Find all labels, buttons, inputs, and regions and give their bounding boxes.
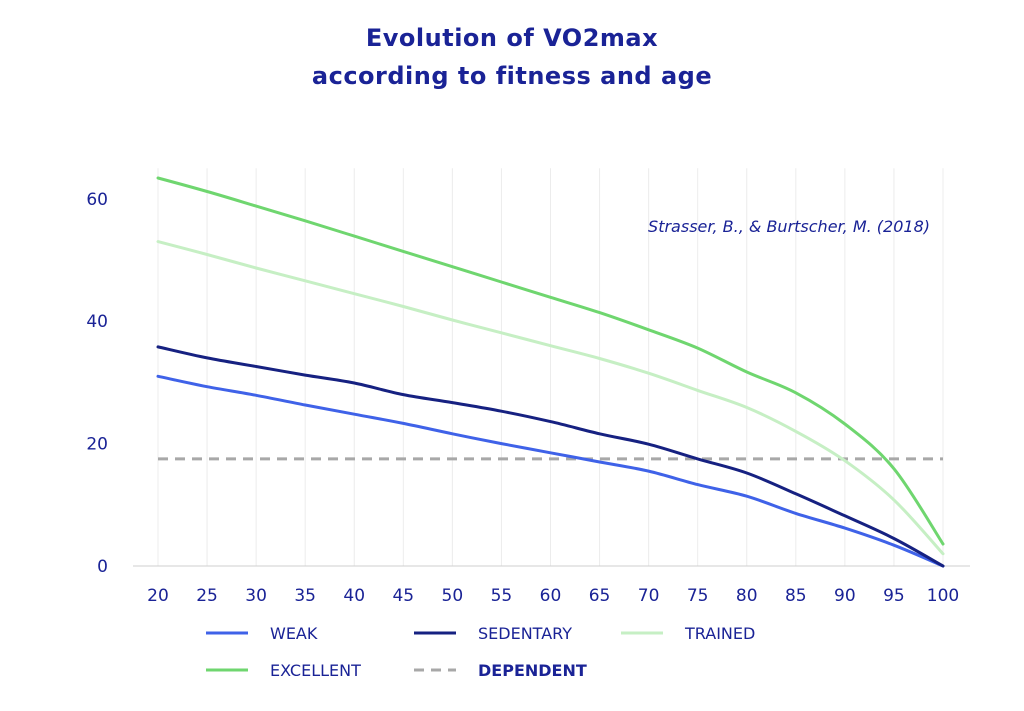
chart-title: Evolution of VO2max (365, 24, 659, 52)
x-tick-label: 60 (540, 586, 562, 606)
series-lines (156, 176, 945, 568)
x-tick-label: 45 (392, 586, 414, 606)
legend-label-trained: TRAINED (684, 624, 755, 643)
legend-label-dependent: DEPENDENT (478, 661, 587, 680)
series-line-excellent (156, 176, 945, 546)
legend-label-sedentary: SEDENTARY (478, 624, 572, 643)
x-tick-label: 35 (294, 586, 316, 606)
x-tick-label: 55 (491, 586, 513, 606)
x-tick-label: 95 (883, 586, 905, 606)
x-tick-label: 75 (687, 586, 709, 606)
x-tick-label: 70 (638, 586, 660, 606)
x-tick-label: 30 (245, 586, 267, 606)
x-tick-label: 80 (736, 586, 758, 606)
source-annotation: Strasser, B., & Burtscher, M. (2018) (648, 217, 930, 236)
series-line-sedentary (156, 345, 945, 568)
legend: WEAK SEDENTARY TRAINED EXCELLENT DEPENDENT (206, 624, 755, 680)
chart-subtitle: according to fitness and age (311, 62, 713, 90)
x-tick-label: 40 (343, 586, 365, 606)
legend-label-weak: WEAK (270, 624, 318, 643)
x-tick-label: 25 (196, 586, 218, 606)
series-line-trained (156, 240, 945, 556)
x-tick-label: 90 (834, 586, 856, 606)
axis-ticks: 20 25 30 35 40 45 50 55 60 65 70 75 80 85 90 95 100 0 20 40… (86, 190, 959, 606)
legend-label-excellent: EXCELLENT (270, 661, 361, 680)
x-tick-label: 85 (785, 586, 807, 606)
x-tick-label: 20 (147, 586, 169, 606)
x-tick-label: 50 (442, 586, 464, 606)
y-tick-label: 0 (97, 557, 108, 577)
y-tick-label: 40 (86, 312, 108, 332)
x-tick-label: 100 (927, 586, 959, 606)
y-tick-label: 60 (86, 190, 108, 210)
series-line-weak (156, 374, 945, 568)
y-tick-label: 20 (86, 435, 108, 455)
x-tick-label: 65 (589, 586, 611, 606)
